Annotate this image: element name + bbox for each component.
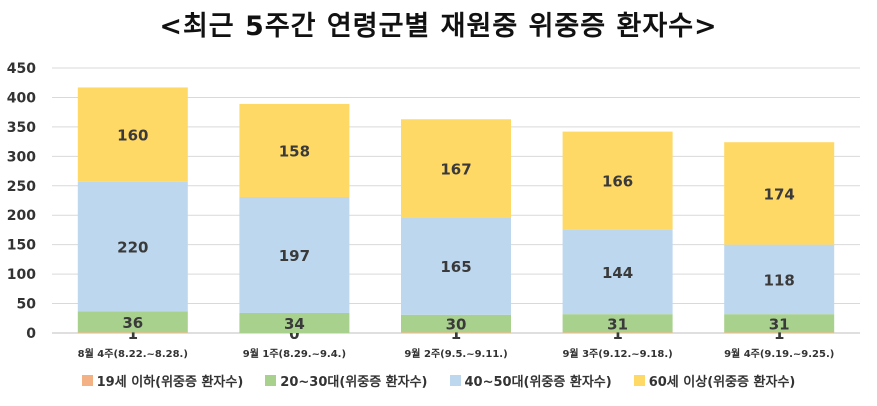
- data-label: 1: [451, 325, 461, 343]
- data-label: 158: [279, 142, 310, 160]
- data-label: 36: [122, 314, 143, 332]
- bar-segment: [724, 332, 835, 333]
- chart-title: <최근 5주간 연령군별 재원중 위중증 환자수>: [159, 11, 718, 42]
- bar-segment: [239, 312, 350, 333]
- legend-item: 40~50대(위중증 환자수): [449, 371, 612, 390]
- legend-label: 40~50대(위중증 환자수): [464, 374, 612, 390]
- bar-segment: [239, 103, 350, 197]
- data-label: 165: [440, 258, 471, 276]
- data-label: 166: [602, 172, 633, 190]
- data-label: 31: [769, 315, 790, 333]
- bar-segment: [401, 119, 511, 218]
- bar-segment: [562, 332, 673, 333]
- legend-swatch: [265, 374, 277, 386]
- bar-segment: [562, 314, 673, 333]
- bar-segment: [401, 332, 511, 333]
- bar-segment: [562, 131, 673, 230]
- y-tick-label: 250: [7, 179, 36, 195]
- data-label: 220: [117, 238, 148, 256]
- data-label: 34: [284, 315, 305, 333]
- bar-segment: [239, 196, 350, 313]
- legend-swatch: [449, 374, 461, 386]
- legend-label: 60세 이상(위중증 환자수): [648, 374, 796, 390]
- data-label: 1: [774, 325, 784, 343]
- data-label: 197: [279, 247, 310, 265]
- bar-segment: [724, 142, 835, 245]
- data-label: 31: [607, 315, 628, 333]
- data-label: 1: [128, 325, 138, 343]
- data-label: 0: [289, 325, 299, 343]
- bar-segment: [77, 311, 188, 333]
- x-category-label: 9월 1주(8.29.~9.4.): [243, 348, 346, 360]
- y-tick-label: 50: [17, 297, 37, 313]
- data-label: 160: [117, 127, 148, 145]
- bar-segment: [77, 87, 188, 182]
- bar-segment: [77, 181, 188, 312]
- bar-segment: [401, 217, 511, 315]
- y-tick-label: 350: [7, 120, 36, 136]
- chart-legend: 19세 이하(위중증 환자수) 20~30대(위중증 환자수) 40~50대(위중증…: [0, 368, 877, 392]
- legend-swatch: [633, 374, 645, 386]
- y-tick-label: 300: [7, 149, 36, 165]
- y-tick-label: 150: [7, 238, 36, 254]
- y-tick-label: 450: [7, 61, 36, 77]
- data-label: 174: [764, 185, 795, 203]
- legend-label: 19세 이하(위중증 환자수): [96, 374, 244, 390]
- data-label: 1: [612, 325, 622, 343]
- bar-segment: [77, 332, 188, 333]
- x-category-label: 9월 4주(9.19.~9.25.): [724, 348, 834, 360]
- y-tick-label: 200: [7, 208, 36, 224]
- data-label: 167: [440, 160, 471, 178]
- y-tick-label: 0: [26, 326, 36, 342]
- bar-segment: [562, 229, 673, 315]
- data-label: 118: [764, 271, 795, 289]
- x-category-label: 9월 3주(9.12.~9.18.): [562, 348, 672, 360]
- legend-label: 20~30대(위중증 환자수): [280, 374, 428, 390]
- bar-segment: [724, 314, 835, 333]
- legend-item: 19세 이하(위중증 환자수): [81, 371, 244, 390]
- bar-segment: [724, 244, 835, 315]
- legend-item: 20~30대(위중증 환자수): [265, 371, 428, 390]
- y-tick-label: 400: [7, 90, 36, 106]
- x-category-label: 8월 4주(8.22.~8.28.): [78, 348, 188, 360]
- legend-swatch: [81, 374, 93, 386]
- legend-item: 60세 이상(위중증 환자수): [633, 371, 796, 390]
- x-category-label: 9월 2주(9.5.~9.11.): [404, 348, 507, 360]
- data-label: 144: [602, 264, 633, 282]
- bar-segment: [401, 314, 511, 333]
- data-label: 30: [446, 316, 467, 334]
- y-tick-label: 100: [7, 267, 36, 283]
